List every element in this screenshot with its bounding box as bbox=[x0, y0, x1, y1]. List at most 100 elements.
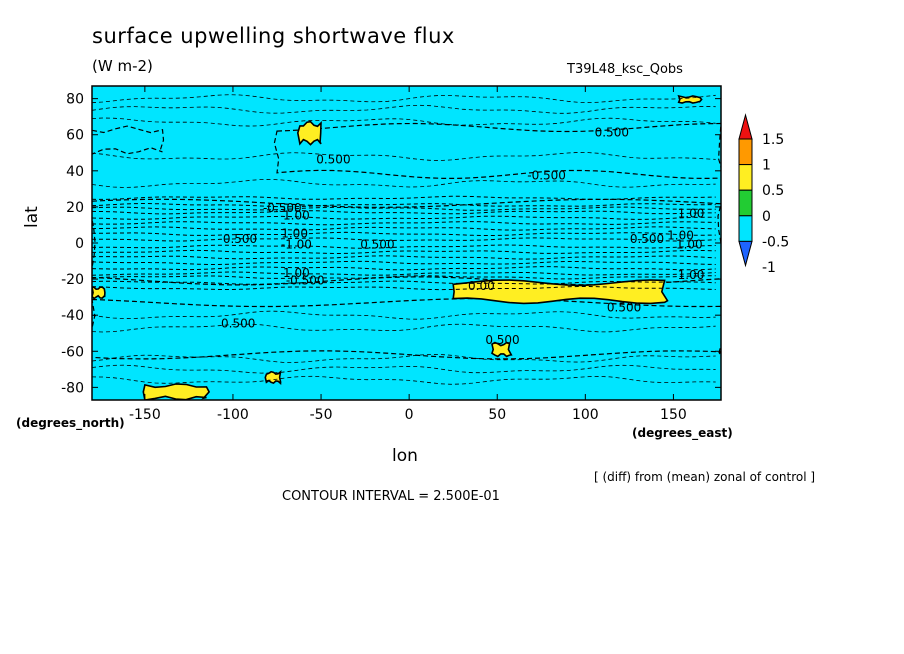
contour-line bbox=[92, 353, 716, 363]
y-tick-label: 0 bbox=[75, 236, 84, 252]
y-tick-label: 80 bbox=[66, 92, 84, 108]
x-tick-label: 0 bbox=[405, 407, 414, 423]
y-axis-unit: (degrees_north) bbox=[16, 416, 125, 430]
y-tick-label: 60 bbox=[66, 128, 84, 144]
contour-line bbox=[92, 364, 716, 374]
y-axis: -80 -60 -40 -20 0 20 40 60 80 bbox=[61, 92, 721, 396]
filled-regions bbox=[92, 94, 721, 400]
contour-line bbox=[92, 286, 716, 291]
x-axis-label: lon bbox=[392, 446, 418, 466]
filled-region bbox=[142, 383, 211, 400]
colorbar-label: -1 bbox=[762, 260, 776, 276]
colorbar-label: 1 bbox=[762, 158, 771, 174]
contour-line bbox=[92, 117, 716, 127]
contour-label: 1.00 bbox=[667, 228, 694, 242]
filled-region bbox=[677, 94, 703, 104]
contour-label: 1.00 bbox=[283, 208, 310, 222]
contour-line bbox=[92, 275, 716, 280]
filled-region bbox=[92, 125, 165, 155]
contour-line bbox=[92, 178, 716, 188]
y-axis-label: lat bbox=[22, 206, 42, 228]
chart-title: surface upwelling shortwave flux bbox=[92, 24, 455, 48]
contour-line bbox=[92, 310, 716, 320]
contour-line bbox=[92, 244, 716, 249]
contour-line bbox=[92, 202, 716, 208]
x-tick-label: 100 bbox=[572, 407, 599, 423]
y-tick-label: -80 bbox=[61, 380, 84, 396]
contour-label: -1.00 bbox=[281, 237, 312, 251]
contour-label: 0.00 bbox=[468, 279, 495, 293]
contour-label: 0.500 bbox=[630, 232, 664, 246]
contour-label: 0.500 bbox=[607, 301, 641, 315]
contour-line bbox=[92, 195, 716, 201]
filled-region bbox=[296, 120, 322, 146]
colorbar-top-arrow bbox=[738, 113, 753, 140]
contour-line bbox=[92, 249, 716, 255]
contour-line bbox=[92, 94, 716, 104]
contour-label: 0.500 bbox=[360, 237, 394, 251]
contour-label: 1.00 bbox=[678, 207, 705, 221]
contour-label: 0.500 bbox=[316, 153, 350, 167]
y-tick-label: 20 bbox=[66, 200, 84, 216]
contour-line bbox=[92, 260, 716, 265]
x-axis: -150 -100 -50 0 50 100 150 bbox=[129, 86, 687, 423]
contour-line bbox=[92, 266, 716, 271]
colorbar-label: 0.5 bbox=[762, 183, 784, 199]
x-tick-label: 50 bbox=[488, 407, 506, 423]
contour-line bbox=[92, 215, 716, 220]
contour-line bbox=[92, 231, 716, 236]
contour-line bbox=[92, 237, 716, 242]
filled-region bbox=[92, 286, 106, 300]
colorbar-label: -0.5 bbox=[762, 234, 789, 250]
colorbar-segment bbox=[738, 138, 753, 166]
x-tick-label: 150 bbox=[660, 407, 687, 423]
contour-interval: CONTOUR INTERVAL = 2.500E-01 bbox=[282, 489, 500, 504]
contour-line bbox=[92, 255, 716, 260]
contour-label: 0.500 bbox=[595, 125, 629, 139]
filled-region bbox=[92, 298, 721, 360]
colorbar-bottom-arrow bbox=[738, 240, 753, 268]
contour-line bbox=[92, 104, 716, 114]
contour-label: 0.500 bbox=[221, 317, 255, 331]
contour-line bbox=[92, 375, 716, 385]
contour-lines bbox=[92, 94, 716, 385]
contour-line bbox=[92, 226, 716, 231]
contour-line bbox=[92, 280, 716, 285]
contour-line bbox=[92, 323, 716, 333]
filled-region bbox=[264, 370, 282, 385]
y-tick-label: -60 bbox=[61, 344, 84, 360]
contour-line bbox=[92, 221, 716, 226]
x-tick-label: -100 bbox=[217, 407, 249, 423]
contour-label: 1.00 bbox=[281, 227, 308, 241]
contour-label: 1.00 bbox=[283, 266, 310, 280]
experiment-label: T39L48_ksc_Qobs bbox=[567, 62, 683, 77]
x-tick-label: -150 bbox=[129, 407, 161, 423]
colorbar-label: 1.5 bbox=[762, 132, 784, 148]
filled-region bbox=[452, 279, 669, 305]
difference-note: [ (diff) from (mean) zonal of control ] bbox=[594, 470, 816, 484]
y-tick-label: 40 bbox=[66, 164, 84, 180]
contour-line bbox=[92, 271, 716, 276]
y-tick-label: -20 bbox=[61, 272, 84, 288]
colorbar-segment bbox=[738, 189, 753, 217]
filled-region bbox=[491, 341, 513, 358]
y-tick-label: -40 bbox=[61, 308, 84, 324]
contour-line bbox=[92, 210, 716, 215]
contour-label: 1.00 bbox=[676, 237, 703, 251]
x-tick-label: -50 bbox=[310, 407, 333, 423]
contour-label: 1.00 bbox=[678, 268, 705, 282]
colorbar-segment bbox=[738, 215, 753, 242]
x-axis-unit: (degrees_east) bbox=[632, 426, 733, 440]
contour-label: -0.500 bbox=[286, 273, 325, 287]
contour-line bbox=[92, 151, 716, 161]
filled-region bbox=[273, 122, 721, 180]
contour-label: -0.500 bbox=[527, 169, 566, 183]
contour-label: 0.500 bbox=[485, 333, 519, 347]
colorbar: 1.5 1 0.5 0 -0.5 -1 bbox=[738, 113, 789, 276]
contour-label: -0.500 bbox=[263, 201, 302, 215]
contour-line bbox=[92, 206, 716, 211]
colorbar-segment bbox=[738, 164, 753, 191]
chart-units: (W m-2) bbox=[92, 57, 153, 75]
